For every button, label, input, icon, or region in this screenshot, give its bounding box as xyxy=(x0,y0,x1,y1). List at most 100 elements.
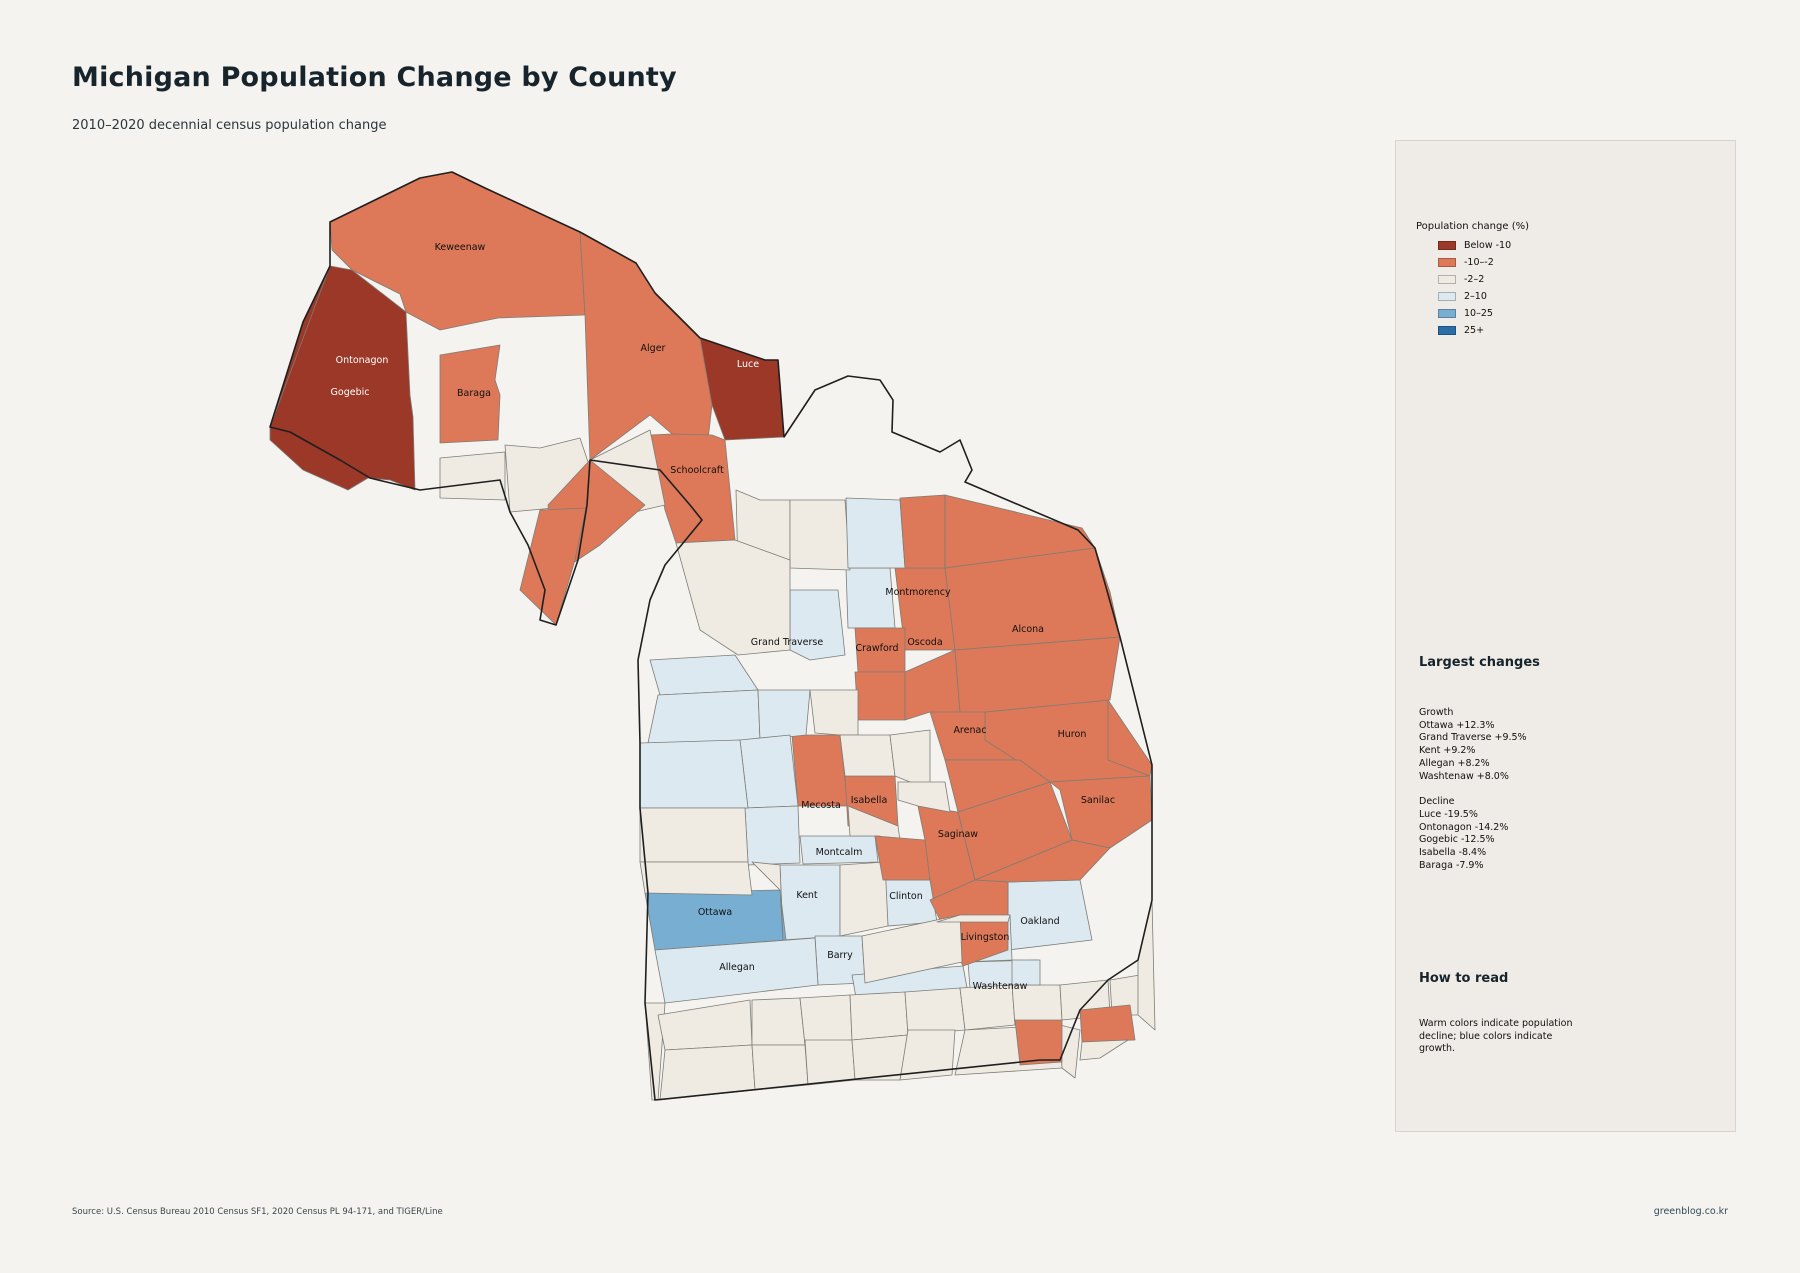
decline-item: Gogebic -12.5% xyxy=(1419,834,1495,846)
county-label-crawford: Crawford xyxy=(855,643,898,654)
county-county-62 xyxy=(1107,699,1153,777)
legend-item: -2–2 xyxy=(1416,271,1529,288)
county-label-schoolcraft: Schoolcraft xyxy=(670,465,724,476)
county-allegan xyxy=(654,937,819,1004)
county-county-85 xyxy=(1079,1039,1129,1061)
legend-title: Population change (%) xyxy=(1416,221,1530,232)
county-county-56 xyxy=(839,861,889,937)
county-county-61 xyxy=(944,759,1051,813)
how-to-read-title: How to read xyxy=(1419,971,1509,986)
county-county-83 xyxy=(1079,1004,1136,1043)
county-county-32 xyxy=(789,499,851,571)
county-county-66 xyxy=(657,999,753,1051)
county-county-75 xyxy=(899,1029,956,1081)
county-luce xyxy=(699,337,785,441)
county-label-luce: Luce xyxy=(737,359,759,370)
county-label-livingston: Livingston xyxy=(961,932,1010,943)
county-label-layer: Keweenaw Alger Luce Ontonagon Gogebic Baraga S… xyxy=(331,242,1116,992)
legend-item: 2–10 xyxy=(1416,288,1529,305)
county-label-isabella: Isabella xyxy=(851,795,888,806)
page-title: Michigan Population Change by County xyxy=(72,62,677,93)
decline-item: Ontonagon -14.2% xyxy=(1419,821,1509,833)
page-subtitle: 2010–2020 decennial census population ch… xyxy=(72,118,387,133)
county-label-montmorency: Montmorency xyxy=(885,587,951,598)
legend-item: 25+ xyxy=(1416,322,1529,339)
legend-label: 10–25 xyxy=(1464,308,1493,319)
county-label-alger: Alger xyxy=(641,343,666,354)
legend-swatch-25-plus xyxy=(1438,326,1456,335)
county-label-baraga: Baraga xyxy=(457,388,491,399)
county-label-keweenaw: Keweenaw xyxy=(435,242,486,253)
decline-item: Baraga -7.9% xyxy=(1419,859,1484,871)
county-county-36 xyxy=(845,497,906,569)
county-label-allegan: Allegan xyxy=(719,962,755,973)
county-county-45 xyxy=(739,734,799,809)
county-county-70 xyxy=(799,994,853,1046)
county-county-84 xyxy=(1014,1019,1063,1066)
county-clinton xyxy=(882,879,938,927)
legend-swatch-10-25 xyxy=(1438,309,1456,318)
county-schoolcraft xyxy=(649,433,736,544)
legend-label: 2–10 xyxy=(1464,291,1487,302)
county-label-washtenaw: Washtenaw xyxy=(973,981,1028,992)
credit-link[interactable]: greenblog.co.kr xyxy=(1653,1206,1728,1217)
county-label-oscoda: Oscoda xyxy=(907,637,942,648)
county-label-grand-traverse: Grand Traverse xyxy=(751,637,824,648)
legend-label: Below -10 xyxy=(1464,240,1512,251)
county-label-barry: Barry xyxy=(827,950,853,961)
county-county-72 xyxy=(849,991,909,1041)
county-grand-traverse xyxy=(789,589,846,661)
county-county-42 xyxy=(649,654,759,696)
county-county-57 xyxy=(874,835,931,881)
legend-item: Below -10 xyxy=(1416,237,1529,254)
growth-item: Washtenaw +8.0% xyxy=(1419,770,1509,782)
county-county-64 xyxy=(936,914,1011,923)
county-county-73 xyxy=(851,1034,909,1081)
county-label-oakland: Oakland xyxy=(1020,916,1059,927)
county-county-48 xyxy=(639,807,749,863)
legend-label: -10–-2 xyxy=(1464,257,1494,268)
county-gogebic xyxy=(269,265,416,491)
county-county-82 xyxy=(1137,899,1156,1031)
county-county-53 xyxy=(897,781,951,813)
county-county-46 xyxy=(744,805,801,866)
legend-label: -2–2 xyxy=(1464,274,1485,285)
growth-item: Kent +9.2% xyxy=(1419,745,1476,757)
county-county-54 xyxy=(639,861,753,896)
legend-label: 25+ xyxy=(1464,325,1485,336)
county-baraga xyxy=(439,344,501,444)
county-county-49 xyxy=(809,689,859,736)
county-layer xyxy=(269,171,1156,1101)
state-outline-layer xyxy=(269,171,1153,1101)
county-label-arenac: Arenac xyxy=(953,725,986,736)
county-ottawa xyxy=(644,889,787,951)
how-to-read-text: Warm colors indicate population decline;… xyxy=(1419,1018,1573,1055)
county-county-39 xyxy=(854,671,906,721)
county-county-63 xyxy=(861,914,963,984)
county-kent xyxy=(779,864,841,941)
decline-label: Decline xyxy=(1419,796,1455,808)
county-label-montcalm: Montcalm xyxy=(816,847,863,858)
growth-item: Allegan +8.2% xyxy=(1419,757,1490,769)
largest-changes-title: Largest changes xyxy=(1419,655,1540,670)
legend-item: -10–-2 xyxy=(1416,254,1529,271)
state-outline xyxy=(269,171,1153,1101)
county-county-37 xyxy=(899,494,946,569)
county-label-saginaw: Saginaw xyxy=(938,829,978,840)
county-label-ontonagon: Ontonagon xyxy=(336,355,389,366)
growth-item: Ottawa +12.3% xyxy=(1419,719,1495,731)
county-county-44 xyxy=(757,689,811,741)
county-county-86 xyxy=(1011,959,1041,986)
growth-label: Growth xyxy=(1419,707,1454,718)
county-montmorency xyxy=(845,567,896,629)
county-oakland xyxy=(1007,879,1093,951)
county-county-71 xyxy=(804,1039,856,1086)
county-county-43 xyxy=(647,689,761,744)
county-mecosta xyxy=(791,734,849,807)
county-county-47 xyxy=(639,739,749,809)
decline-item: Luce -19.5% xyxy=(1419,808,1478,820)
county-label-gogebic: Gogebic xyxy=(331,387,370,398)
county-county-74 xyxy=(904,987,966,1036)
county-county-69 xyxy=(751,1044,809,1091)
